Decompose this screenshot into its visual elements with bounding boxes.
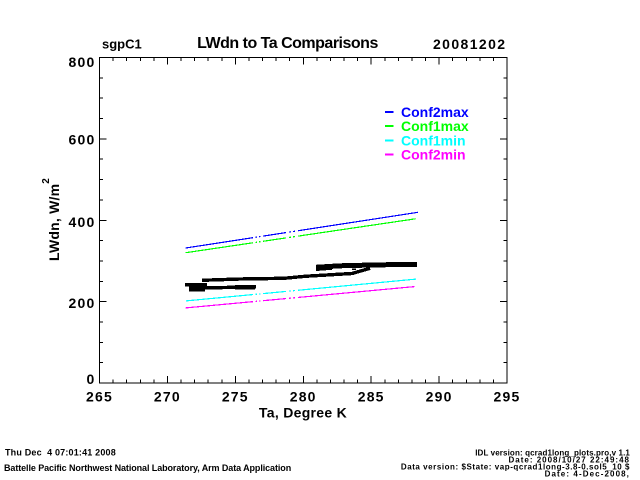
svg-text:sgpC1: sgpC1 [102, 37, 142, 52]
svg-text:Conf1max: Conf1max [401, 118, 469, 134]
svg-text:20081202: 20081202 [433, 36, 507, 52]
svg-text:265: 265 [86, 389, 113, 405]
svg-text:275: 275 [222, 389, 249, 405]
svg-text:280: 280 [290, 389, 317, 405]
svg-text:Date: 4-Dec-2008,: Date: 4-Dec-2008, [545, 470, 630, 479]
svg-text:Conf2max: Conf2max [401, 104, 469, 120]
svg-text:285: 285 [358, 389, 385, 405]
svg-text:295: 295 [494, 389, 521, 405]
svg-text:LWdn, W/m2: LWdn, W/m2 [41, 178, 62, 261]
svg-text:200: 200 [69, 295, 96, 311]
svg-text:LWdn to Ta Comparisons: LWdn to Ta Comparisons [197, 35, 378, 52]
svg-text:Conf2min: Conf2min [401, 146, 466, 162]
svg-text:290: 290 [426, 389, 453, 405]
svg-text:Battelle Pacific Northwest Nat: Battelle Pacific Northwest National Labo… [4, 463, 291, 473]
svg-text:270: 270 [154, 389, 181, 405]
svg-text:Ta, Degree K: Ta, Degree K [259, 405, 347, 421]
svg-text:600: 600 [69, 132, 96, 148]
svg-text:Data version: $State: vap-qcra: Data version: $State: vap-qcrad1long-3.8… [401, 462, 630, 471]
svg-text:800: 800 [69, 54, 96, 70]
svg-text:IDL version: qcrad1long_plots.: IDL version: qcrad1long_plots.pro,v 1.1 [475, 449, 630, 458]
svg-text:Thu Dec 4 07:01:41 2008: Thu Dec 4 07:01:41 2008 [5, 448, 116, 458]
svg-text:400: 400 [69, 214, 96, 230]
svg-text:Conf1min: Conf1min [401, 132, 466, 148]
svg-text:Date: 2008/10/27 22:49:48: Date: 2008/10/27 22:49:48 [508, 456, 630, 465]
svg-text:0: 0 [87, 371, 96, 387]
